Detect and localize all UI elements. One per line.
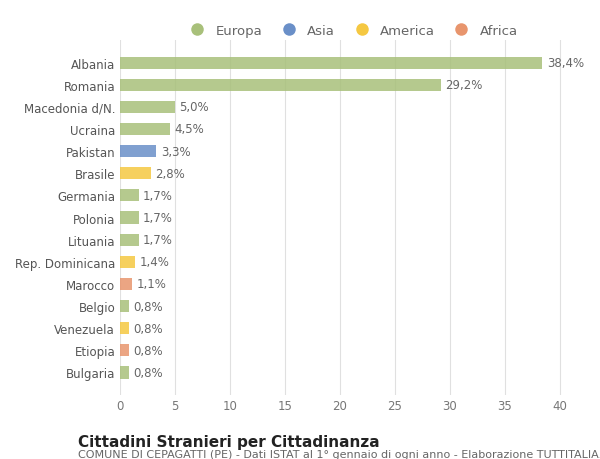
Text: 29,2%: 29,2% bbox=[446, 79, 483, 92]
Bar bbox=[120, 300, 129, 313]
Text: 0,8%: 0,8% bbox=[133, 300, 163, 313]
Text: 1,1%: 1,1% bbox=[137, 278, 166, 291]
Bar bbox=[120, 168, 151, 180]
Bar bbox=[120, 57, 542, 69]
Text: 5,0%: 5,0% bbox=[179, 101, 209, 114]
Text: 1,7%: 1,7% bbox=[143, 190, 173, 202]
Bar bbox=[120, 367, 129, 379]
Text: 3,3%: 3,3% bbox=[161, 146, 190, 158]
Text: 0,8%: 0,8% bbox=[133, 322, 163, 335]
Bar bbox=[120, 146, 156, 158]
Bar bbox=[120, 101, 175, 114]
Text: 1,7%: 1,7% bbox=[143, 212, 173, 224]
Bar bbox=[120, 79, 441, 92]
Bar bbox=[120, 278, 132, 291]
Text: 0,8%: 0,8% bbox=[133, 366, 163, 379]
Bar bbox=[120, 322, 129, 335]
Text: COMUNE DI CEPAGATTI (PE) - Dati ISTAT al 1° gennaio di ogni anno - Elaborazione : COMUNE DI CEPAGATTI (PE) - Dati ISTAT al… bbox=[78, 449, 600, 459]
Bar bbox=[120, 190, 139, 202]
Text: 2,8%: 2,8% bbox=[155, 168, 185, 180]
Bar bbox=[120, 256, 136, 268]
Text: 1,7%: 1,7% bbox=[143, 234, 173, 246]
Text: Cittadini Stranieri per Cittadinanza: Cittadini Stranieri per Cittadinanza bbox=[78, 434, 380, 449]
Bar bbox=[120, 123, 170, 136]
Text: 0,8%: 0,8% bbox=[133, 344, 163, 357]
Text: 1,4%: 1,4% bbox=[140, 256, 170, 269]
Legend: Europa, Asia, America, Africa: Europa, Asia, America, Africa bbox=[179, 20, 523, 43]
Text: 38,4%: 38,4% bbox=[547, 57, 584, 70]
Bar bbox=[120, 212, 139, 224]
Text: 4,5%: 4,5% bbox=[174, 123, 203, 136]
Bar bbox=[120, 234, 139, 246]
Bar bbox=[120, 344, 129, 357]
